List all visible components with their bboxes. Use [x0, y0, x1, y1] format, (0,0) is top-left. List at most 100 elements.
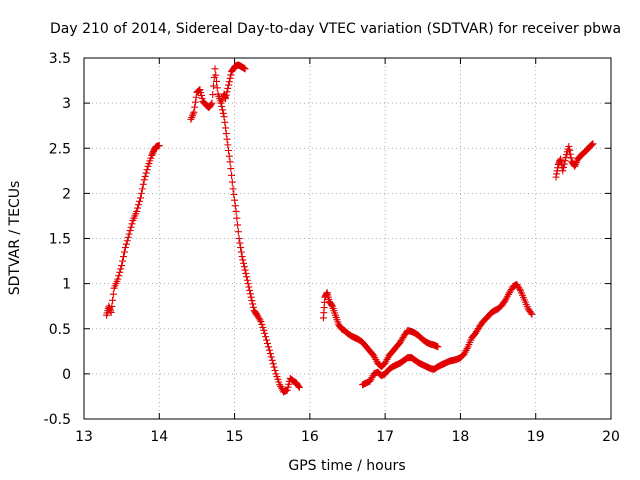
data-point [108, 302, 116, 310]
data-point [237, 244, 245, 252]
data-point [219, 109, 227, 117]
data-point [587, 141, 595, 149]
data-point [222, 95, 230, 103]
data-point [434, 343, 442, 351]
data-point [220, 113, 228, 121]
data-point [222, 91, 230, 99]
data-point [227, 165, 235, 173]
x-tick-label: 15 [226, 429, 244, 445]
y-tick-label: 1 [62, 277, 71, 293]
data-point [143, 166, 151, 174]
data-point [197, 91, 205, 99]
data-point [139, 180, 147, 188]
data-point [123, 237, 131, 245]
data-point [125, 230, 133, 238]
data-point [323, 290, 331, 298]
data-point [565, 142, 573, 150]
data-point [223, 135, 231, 143]
data-point [559, 167, 567, 175]
data-point [225, 81, 233, 89]
data-point [127, 223, 135, 231]
y-tick-label: 3.5 [49, 51, 71, 67]
data-point [128, 220, 136, 228]
data-point [243, 273, 251, 281]
data-point [265, 346, 273, 354]
data-point [267, 353, 275, 361]
data-point [138, 185, 146, 193]
data-point [270, 363, 278, 371]
data-point [589, 140, 597, 148]
data-point [231, 196, 239, 204]
y-tick-label: 2.5 [49, 141, 71, 157]
data-points [103, 61, 597, 396]
data-point [295, 383, 303, 391]
data-point [191, 98, 199, 106]
data-point [224, 141, 232, 149]
y-tick-label: 1.5 [49, 232, 71, 248]
data-point [142, 169, 150, 177]
data-point [213, 84, 221, 92]
data-point [198, 94, 206, 102]
data-point [242, 269, 250, 277]
data-point [225, 78, 233, 86]
data-point [140, 176, 148, 184]
data-point [257, 318, 265, 326]
data-point [557, 155, 565, 163]
data-point [222, 130, 230, 138]
data-point [109, 290, 117, 298]
data-point [232, 207, 240, 215]
data-point [249, 300, 257, 308]
data-point [264, 343, 272, 351]
x-tick-labels: 13 14 15 16 17 18 19 20 [75, 429, 620, 445]
data-point [560, 160, 568, 168]
data-point [119, 257, 127, 265]
data-point [237, 248, 245, 256]
y-tick-labels: -0.5 0 0.5 1 1.5 2 2.5 3 3.5 [44, 51, 71, 428]
data-point [126, 227, 134, 235]
data-point [207, 100, 215, 108]
data-point [283, 386, 291, 394]
data-point [224, 84, 232, 92]
data-point [263, 336, 271, 344]
data-point [122, 240, 130, 248]
data-point [137, 189, 145, 197]
x-tick-label: 18 [452, 429, 470, 445]
data-point [223, 88, 231, 96]
data-point [516, 285, 524, 293]
data-point [235, 235, 243, 242]
data-point [264, 339, 272, 347]
data-point [561, 157, 569, 165]
y-tick-label: 0.5 [49, 322, 71, 338]
data-point [260, 326, 268, 334]
data-point [120, 253, 128, 261]
x-axis-label: GPS time / hours [288, 458, 405, 474]
data-point [192, 93, 200, 101]
data-point [211, 65, 219, 73]
data-point [233, 214, 241, 222]
data-point [284, 383, 292, 391]
data-point [227, 71, 235, 79]
data-point [266, 350, 274, 358]
x-tick-label: 14 [150, 429, 168, 445]
data-point [241, 65, 249, 73]
data-point [109, 296, 117, 304]
data-point [552, 173, 560, 181]
data-point [240, 259, 248, 267]
data-point [588, 140, 596, 148]
data-point [249, 303, 257, 311]
data-point [261, 329, 269, 337]
x-tick-label: 19 [527, 429, 545, 445]
data-point [245, 283, 253, 291]
data-point [133, 207, 141, 215]
y-axis-label: SDTVAR / TECUs [7, 181, 23, 296]
chart-title: Day 210 of 2014, Sidereal Day-to-day VTE… [50, 21, 621, 37]
data-point [225, 152, 233, 160]
data-point [135, 201, 143, 209]
data-point [566, 146, 574, 154]
data-point [238, 253, 246, 261]
data-point [155, 142, 163, 150]
y-tick-label: 3 [62, 96, 71, 112]
data-point [230, 191, 238, 199]
grid [84, 58, 611, 419]
x-tick-label: 17 [376, 429, 394, 445]
